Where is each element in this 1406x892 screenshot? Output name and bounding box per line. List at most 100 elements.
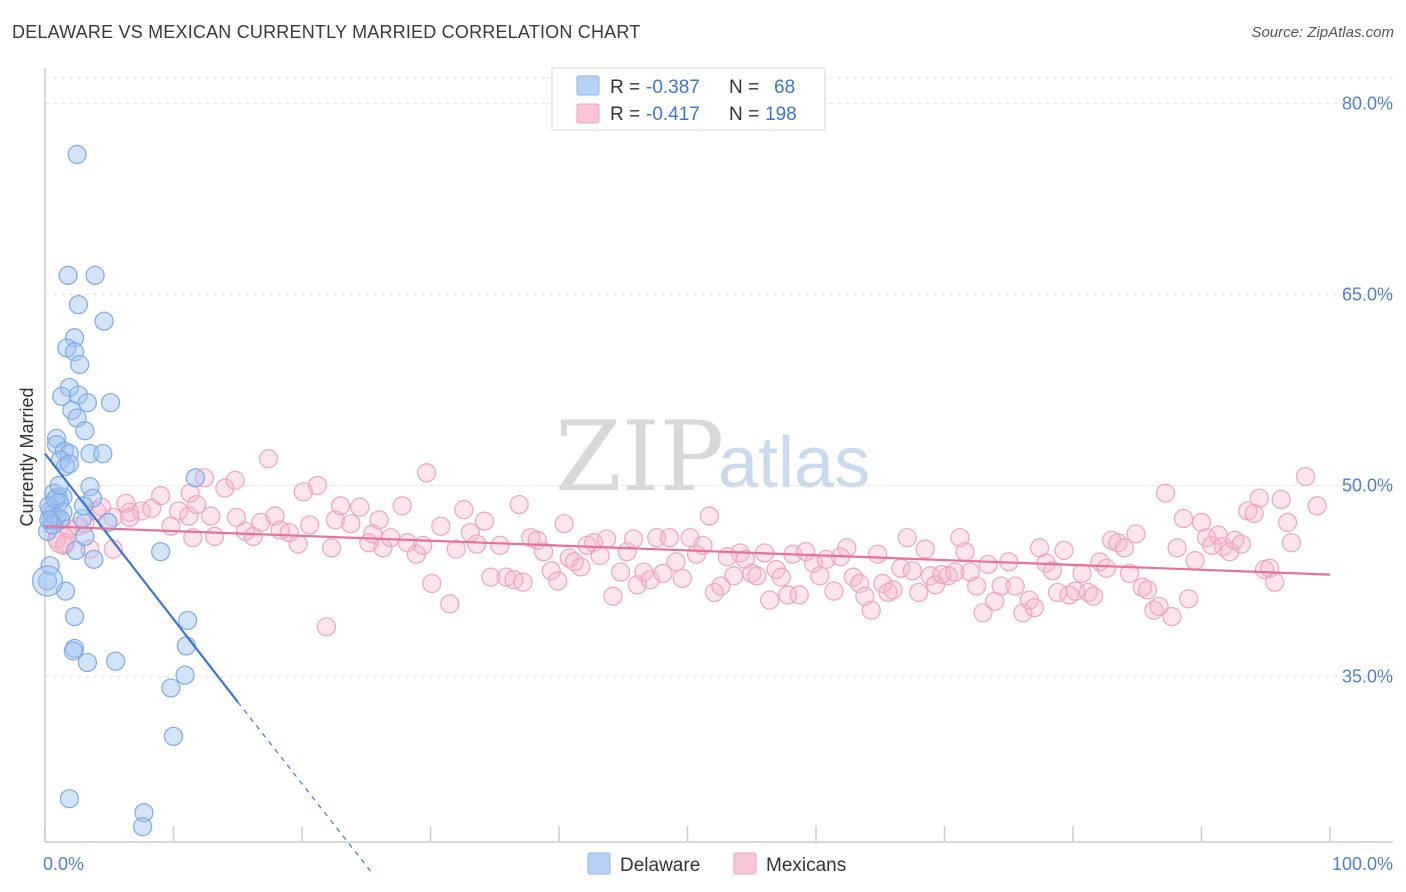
mexicans-point bbox=[571, 557, 591, 577]
legend-n-value-delaware: 68 bbox=[774, 77, 795, 98]
mexicans-point bbox=[796, 542, 816, 562]
mexicans-point bbox=[422, 573, 442, 594]
legend-n-label-mexicans: N = bbox=[729, 104, 759, 125]
mexicans-point bbox=[623, 529, 644, 549]
mexicans-point bbox=[1114, 538, 1135, 558]
mexicans-point bbox=[868, 544, 888, 564]
mexicans-point bbox=[1042, 561, 1063, 581]
delaware-point bbox=[176, 636, 196, 656]
mexicans-point bbox=[288, 534, 308, 554]
legend-bottom-swatch-delaware bbox=[587, 852, 611, 875]
mexicans-point bbox=[1108, 533, 1128, 553]
mexicans-point bbox=[1249, 488, 1269, 508]
mexicans-point bbox=[837, 538, 857, 558]
delaware-point bbox=[163, 726, 184, 746]
mexicans-point bbox=[226, 507, 247, 527]
mexicans-point bbox=[1024, 598, 1045, 618]
delaware-point bbox=[84, 549, 104, 569]
mexicans-point bbox=[810, 566, 830, 586]
delaware-point bbox=[68, 295, 89, 315]
mexicans-point bbox=[855, 586, 875, 606]
mexicans-point bbox=[215, 478, 235, 498]
mexicans-point bbox=[666, 552, 686, 572]
delaware-point bbox=[39, 510, 59, 530]
delaware-point bbox=[66, 540, 86, 561]
mexicans-point bbox=[548, 571, 568, 591]
y-tick-label: 35.0% bbox=[1342, 666, 1393, 686]
mexicans-point bbox=[1126, 524, 1146, 544]
mexicans-point bbox=[1132, 577, 1152, 597]
mexicans-point bbox=[1162, 607, 1182, 627]
tick-labels: 35.0% 50.0% 65.0% 80.0% 0.0% 100.0% bbox=[43, 93, 1393, 874]
mexicans-point bbox=[978, 554, 998, 575]
mexicans-point bbox=[80, 539, 100, 559]
mexicans-point bbox=[1295, 466, 1316, 487]
delaware-point bbox=[64, 607, 85, 627]
mexicans-point bbox=[1072, 563, 1092, 583]
series-legend: Delaware Mexicans bbox=[587, 852, 846, 876]
mexicans-point bbox=[1185, 550, 1205, 571]
mexicans-point bbox=[169, 501, 189, 521]
legend-r-label-delaware: R = bbox=[610, 77, 640, 98]
mexicans-point bbox=[611, 562, 631, 582]
mexicans-point bbox=[179, 506, 199, 526]
legend-swatch-delaware bbox=[576, 75, 600, 96]
mexicans-point bbox=[873, 573, 893, 594]
x-tick-label: 0.0% bbox=[43, 854, 84, 874]
mexicans-point bbox=[554, 514, 574, 534]
y-tick-label: 65.0% bbox=[1342, 284, 1393, 304]
mexicans-point bbox=[381, 528, 401, 548]
delaware-point bbox=[52, 386, 72, 406]
mexicans-point bbox=[634, 562, 654, 582]
legend-r-label-mexicans: R = bbox=[610, 104, 640, 125]
chart-title: DELAWARE VS MEXICAN CURRENTLY MARRIED CO… bbox=[12, 22, 641, 42]
x-tick-label: 100.0% bbox=[1332, 854, 1393, 874]
mexicans-point bbox=[201, 506, 221, 526]
mexicans-point bbox=[251, 512, 271, 532]
mexicans-point bbox=[1281, 533, 1302, 553]
delaware-point bbox=[151, 542, 171, 562]
mexicans-point bbox=[564, 552, 585, 572]
y-tick-label: 50.0% bbox=[1342, 475, 1393, 495]
delaware-point bbox=[53, 487, 73, 507]
mexicans-point bbox=[490, 535, 510, 555]
mexicans-point bbox=[300, 515, 320, 535]
mexicans-point bbox=[711, 576, 731, 596]
mexicans-point bbox=[1271, 489, 1291, 510]
delaware-point bbox=[67, 144, 87, 164]
legend-r-value-mexicans: -0.417 bbox=[646, 104, 700, 125]
delaware-point bbox=[49, 475, 69, 496]
mexicans-point bbox=[413, 535, 433, 555]
mexicans-point bbox=[1149, 596, 1169, 617]
mexicans-point bbox=[454, 500, 474, 520]
mexicans-point bbox=[915, 539, 935, 559]
mexicans-point bbox=[653, 563, 673, 583]
mexicans-point bbox=[205, 526, 225, 547]
mexicans-point bbox=[1078, 582, 1099, 603]
mexicans-point bbox=[258, 449, 279, 469]
mexicans-point bbox=[973, 603, 993, 623]
mexicans-point bbox=[151, 486, 171, 506]
delaware-point bbox=[63, 641, 83, 661]
mexicans-point bbox=[603, 586, 623, 606]
mexicans-point bbox=[699, 506, 719, 526]
mexicans-point bbox=[960, 562, 980, 582]
legend-n-value-mexicans: 198 bbox=[765, 104, 797, 125]
mexicans-point bbox=[991, 576, 1011, 596]
watermark-zip: ZIP bbox=[555, 401, 724, 513]
legend-bottom-label-mexicans: Mexicans bbox=[766, 855, 846, 876]
mexicans-point bbox=[180, 483, 200, 503]
delaware-point bbox=[93, 444, 113, 464]
mexicans-point bbox=[742, 563, 762, 583]
delaware-point bbox=[175, 665, 195, 685]
mexicans-point bbox=[417, 463, 437, 483]
mexicans-point bbox=[369, 510, 389, 530]
mexicans-point bbox=[446, 539, 466, 559]
correlation-legend: R = -0.387 N = 68 R = -0.417 N = 198 bbox=[551, 67, 826, 131]
mexicans-point bbox=[1179, 589, 1199, 609]
mexicans-point bbox=[1307, 496, 1327, 516]
delaware-point bbox=[59, 789, 80, 809]
delaware-point bbox=[161, 678, 181, 698]
delaware-point bbox=[106, 651, 126, 671]
mexicans-point bbox=[1155, 483, 1176, 503]
